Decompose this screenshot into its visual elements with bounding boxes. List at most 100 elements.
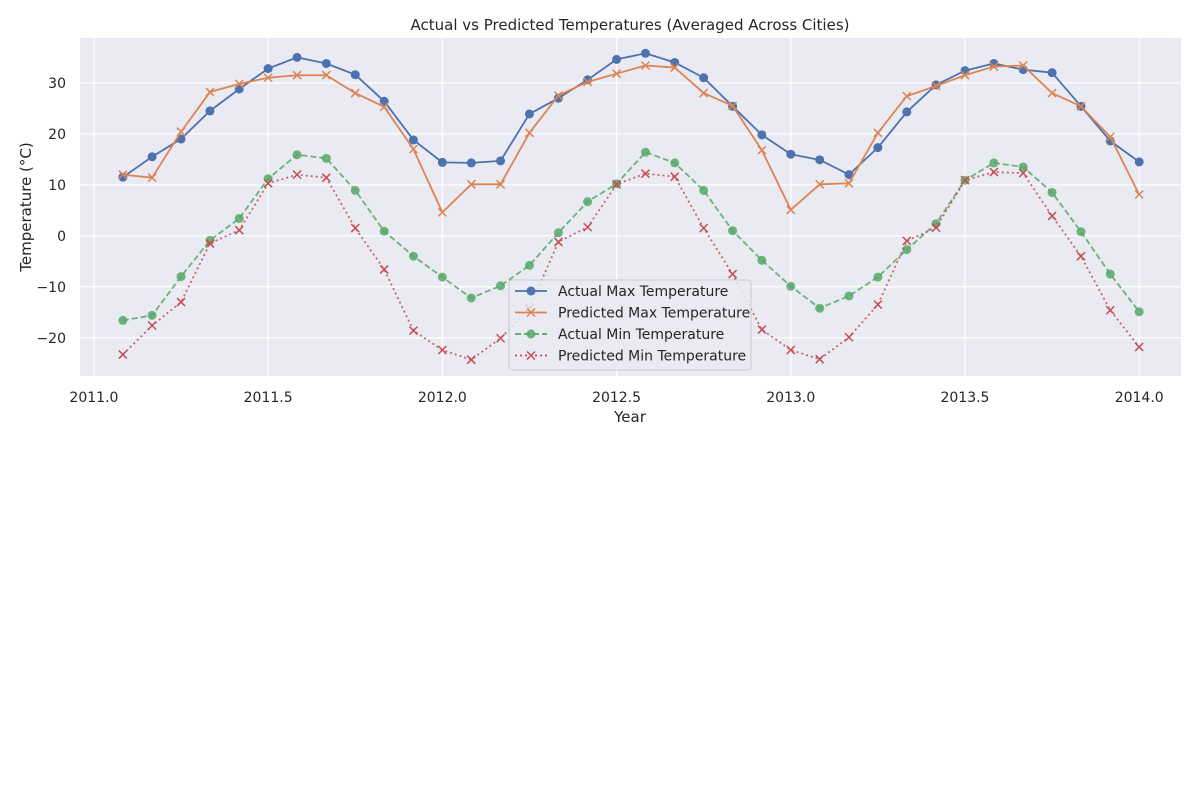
- data-point: [147, 152, 157, 162]
- data-point: [524, 260, 534, 270]
- y-tick-label: −10: [36, 280, 66, 296]
- data-point: [670, 63, 680, 73]
- data-point: [234, 225, 244, 235]
- data-point: [612, 179, 622, 189]
- data-point: [321, 58, 331, 68]
- series-line: [122, 151, 1140, 322]
- x-tick-label: 2012.5: [592, 390, 641, 406]
- data-point: [815, 155, 825, 165]
- x-axis-ticks: 2011.0 2011.5 2012.0 2012.5 2013.0 2013.5 2014…: [69, 390, 1163, 406]
- data-point: [960, 70, 970, 80]
- data-point: [524, 128, 534, 138]
- data-point: [466, 158, 476, 168]
- data-point: [437, 272, 447, 282]
- data-point: [583, 222, 593, 232]
- data-point: [1076, 227, 1086, 237]
- data-point: [553, 93, 563, 103]
- data-point: [699, 185, 709, 195]
- data-point: [496, 179, 506, 189]
- data-point: [583, 77, 593, 87]
- data-point: [1018, 162, 1028, 172]
- legend-box: [508, 279, 752, 371]
- data-point: [350, 88, 360, 98]
- data-point: [786, 149, 796, 159]
- data-point: [176, 297, 186, 307]
- data-point: [728, 101, 738, 111]
- series-2: [118, 60, 1144, 217]
- data-point: [757, 255, 767, 265]
- data-point: [321, 153, 331, 163]
- x-tick-label: 2013.0: [766, 390, 815, 406]
- data-point: [931, 81, 941, 91]
- data-point: [292, 70, 302, 80]
- data-point: [292, 170, 302, 180]
- data-point: [1047, 68, 1057, 78]
- data-point: [815, 303, 825, 313]
- series-line: [122, 52, 1140, 178]
- x-axis-label: Year: [613, 408, 647, 426]
- data-point: [786, 281, 796, 291]
- data-point: [873, 300, 883, 310]
- data-point: [757, 130, 767, 140]
- data-point: [496, 333, 506, 343]
- data-point: [379, 264, 389, 274]
- data-point: [844, 332, 854, 342]
- data-point: [902, 107, 912, 117]
- data-point: [466, 355, 476, 365]
- data-point: [147, 173, 157, 183]
- series-4: [118, 167, 1144, 365]
- y-tick-label: 30: [48, 76, 66, 92]
- data-point: [147, 320, 157, 331]
- data-point: [612, 69, 622, 79]
- x-tick-label: 2012.0: [418, 390, 467, 406]
- data-point: [1134, 342, 1144, 352]
- legend-marker: [526, 350, 536, 361]
- data-point: [1018, 60, 1028, 71]
- y-tick-label: 0: [57, 229, 66, 245]
- data-point: [118, 315, 128, 325]
- data-point: [873, 128, 883, 138]
- data-point: [350, 223, 360, 233]
- series-1: [118, 48, 1144, 182]
- data-point: [640, 169, 651, 179]
- data-point: [379, 102, 389, 112]
- legend-marker: [526, 329, 536, 339]
- data-point: [176, 127, 186, 137]
- data-point: [205, 238, 215, 248]
- data-point: [815, 354, 825, 364]
- data-point: [931, 223, 941, 233]
- data-point: [728, 226, 738, 236]
- y-tick-label: 20: [48, 127, 66, 143]
- data-point: [844, 178, 854, 188]
- data-point: [612, 54, 622, 64]
- legend-label: Predicted Min Temperature: [558, 349, 746, 365]
- y-axis-ticks: −20 −10 0 10 20 30: [36, 76, 66, 347]
- x-tick-label: 2011.5: [244, 390, 293, 406]
- data-point: [234, 79, 244, 89]
- data-point: [408, 251, 418, 261]
- y-tick-label: 10: [48, 178, 66, 194]
- data-point: [553, 91, 563, 101]
- data-point: [815, 179, 825, 189]
- data-point: [147, 310, 157, 320]
- data-point: [1047, 187, 1057, 197]
- data-point: [205, 87, 215, 97]
- data-point: [640, 48, 650, 58]
- data-point: [640, 147, 650, 157]
- data-point: [379, 96, 389, 106]
- data-point: [553, 237, 563, 247]
- data-point: [902, 236, 912, 246]
- data-point: [583, 197, 593, 207]
- y-axis-label: Temperature (°C): [17, 142, 35, 272]
- data-point: [466, 179, 476, 189]
- data-point: [263, 178, 273, 188]
- series-line: [122, 171, 1140, 361]
- data-point: [553, 228, 563, 238]
- data-point: [1134, 157, 1144, 167]
- legend-label: Actual Min Temperature: [558, 327, 724, 343]
- data-point: [379, 226, 389, 236]
- data-point: [757, 145, 767, 155]
- data-point: [1018, 168, 1028, 178]
- data-point: [350, 185, 360, 195]
